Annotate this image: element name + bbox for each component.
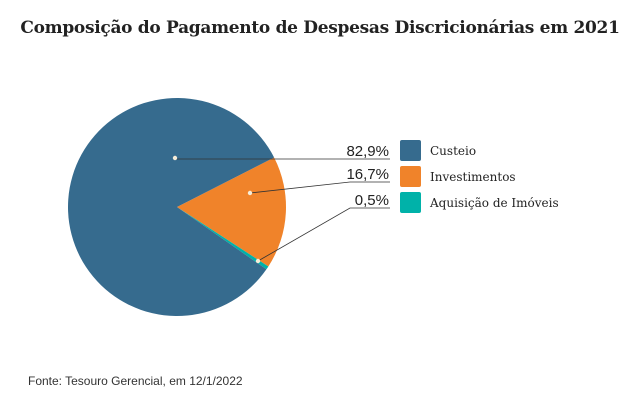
leader-dot-1 xyxy=(247,190,253,196)
legend-label-1: Investimentos xyxy=(430,170,516,184)
leader-dot-0 xyxy=(172,155,178,161)
leader-line-2 xyxy=(257,207,390,262)
chart-title: Composição do Pagamento de Despesas Disc… xyxy=(20,18,620,38)
data-label-0: 82,9% xyxy=(346,143,389,160)
legend-swatch-1 xyxy=(400,166,421,187)
legend-label-0: Custeio xyxy=(430,144,476,158)
leader-line-1 xyxy=(249,181,390,194)
source-note: Fonte: Tesouro Gerencial, em 12/1/2022 xyxy=(28,374,243,388)
legend-swatch-2 xyxy=(400,192,421,213)
leader-dot-2 xyxy=(255,258,261,264)
legend-label-2: Aquisição de Imóveis xyxy=(429,196,559,210)
data-label-1: 16,7% xyxy=(346,166,389,183)
pie-slice-2 xyxy=(177,207,269,270)
pie-slice-1 xyxy=(177,157,286,267)
data-label-2: 0,5% xyxy=(355,192,389,209)
pie-slice-0 xyxy=(68,98,275,316)
legend-swatch-0 xyxy=(400,140,421,161)
